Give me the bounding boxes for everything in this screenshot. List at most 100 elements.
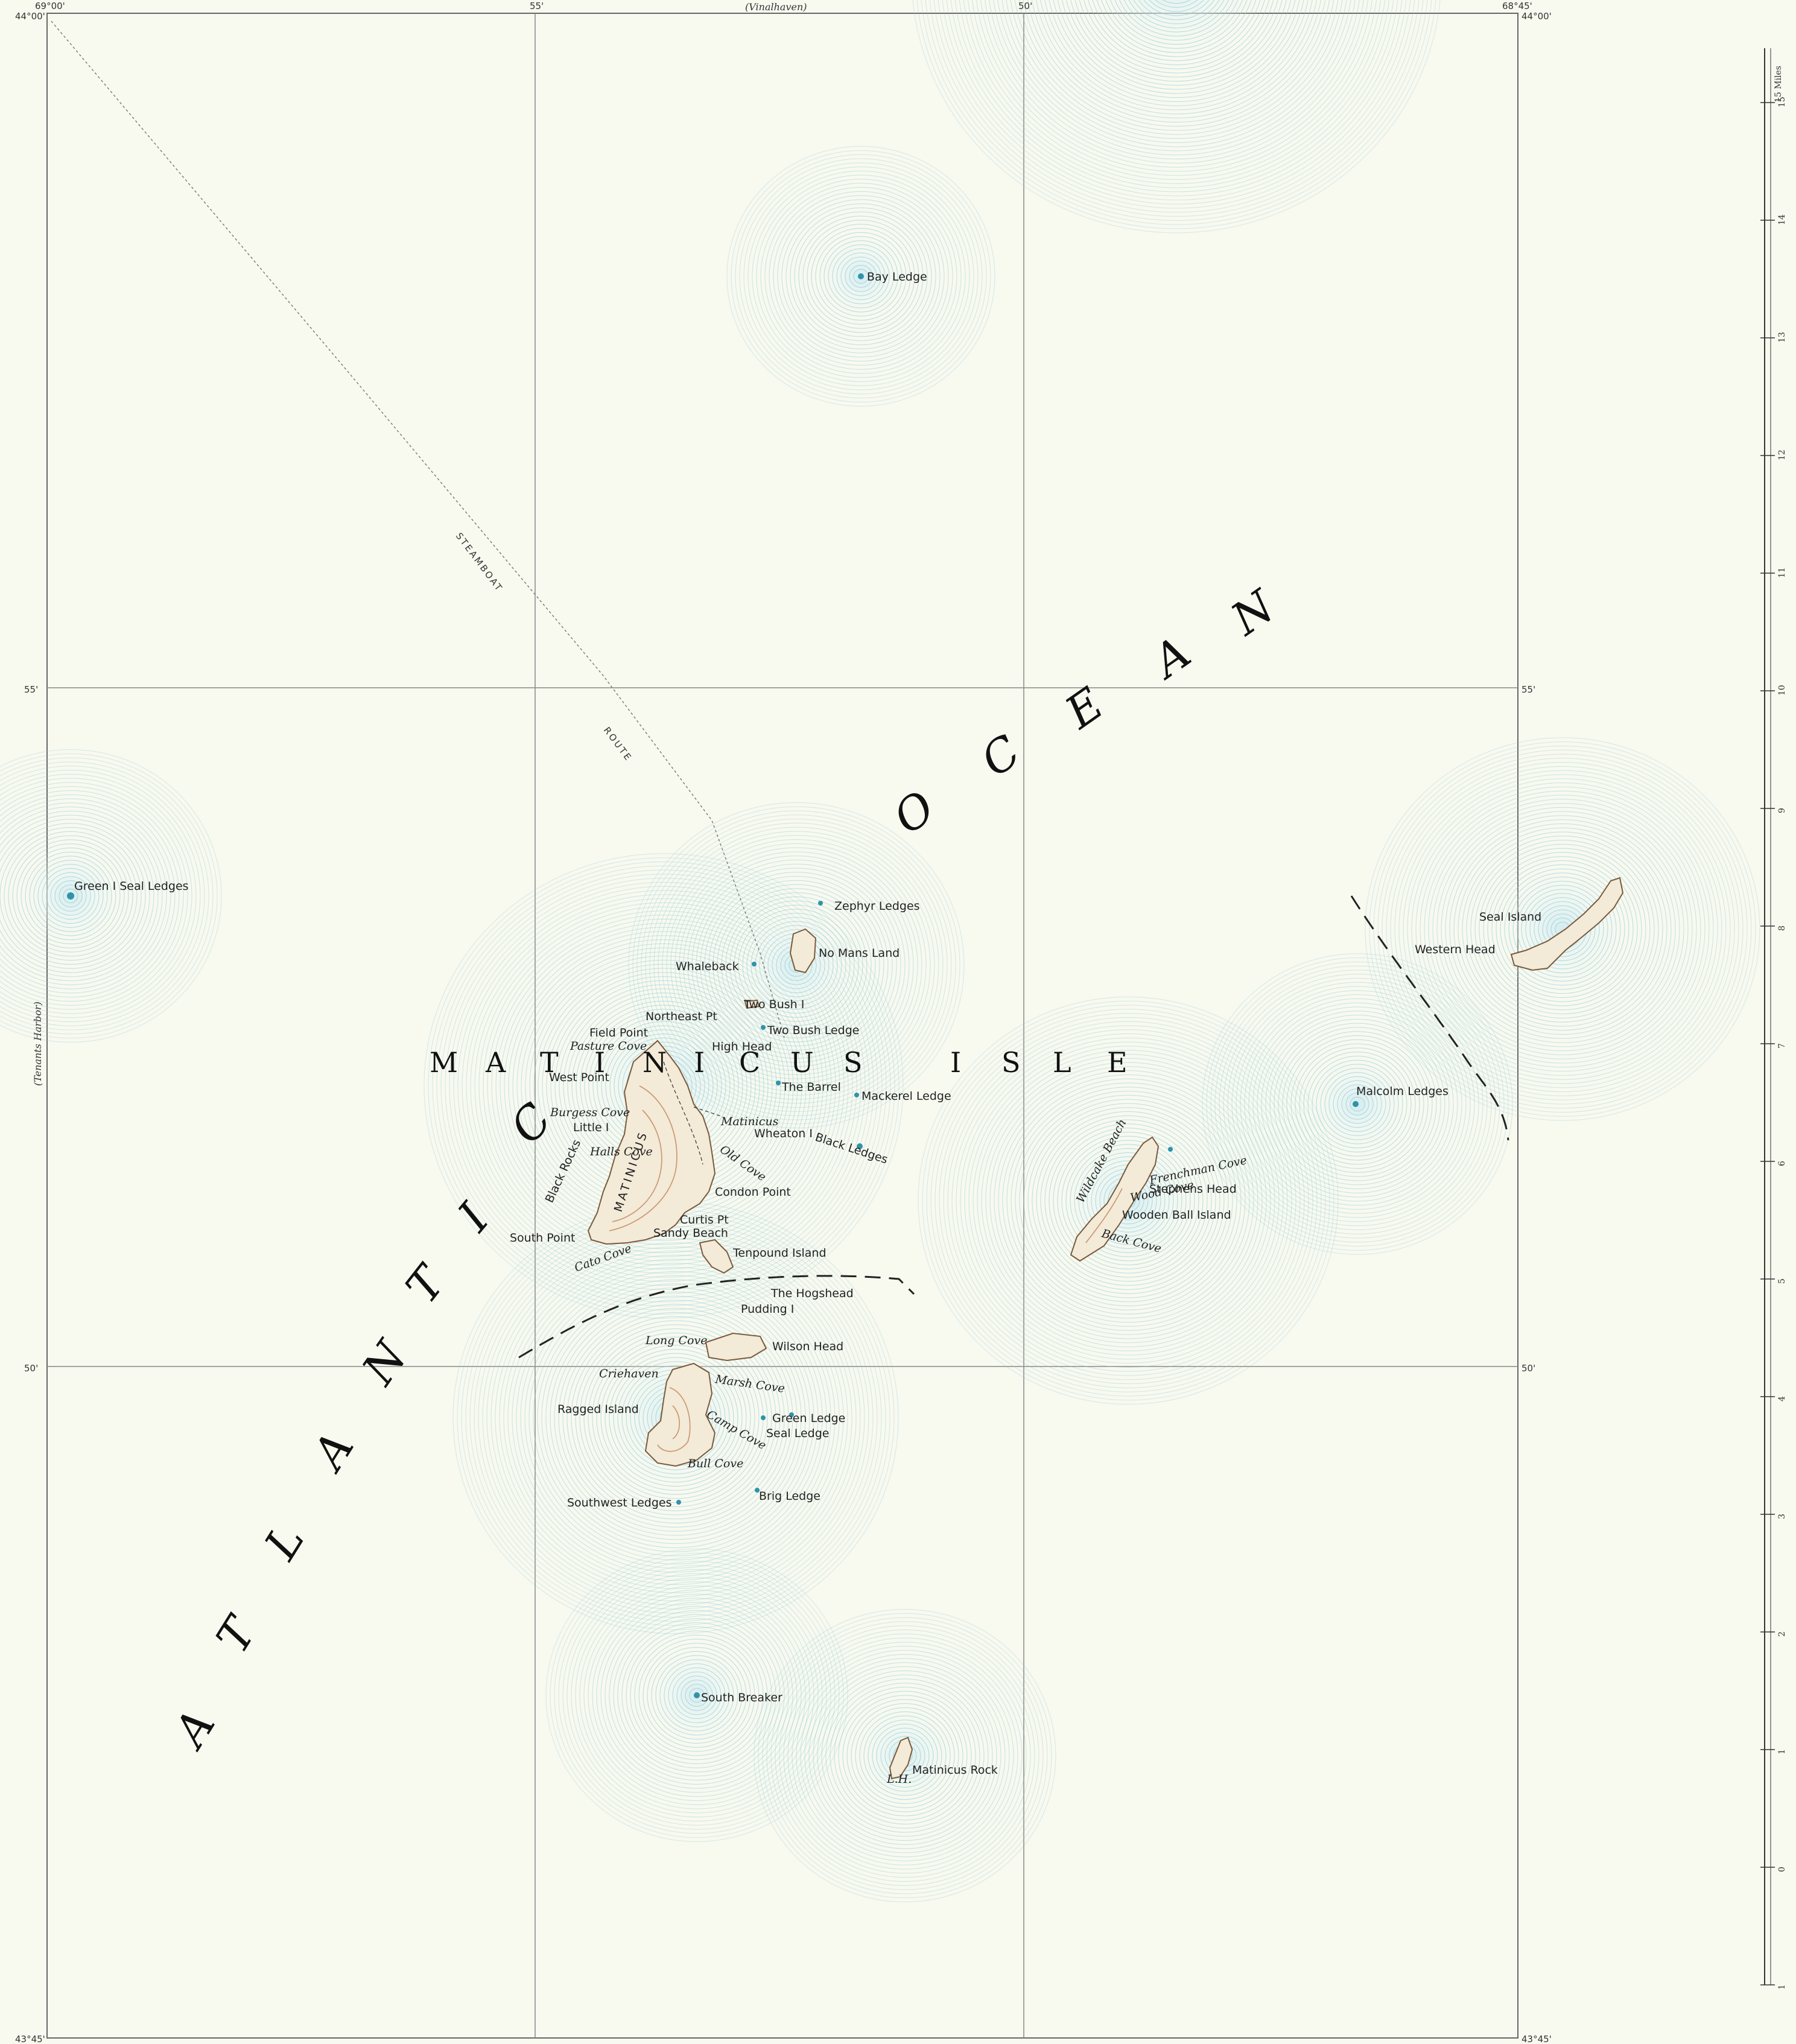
scale-tick-label: 14 bbox=[1777, 214, 1787, 225]
scale-tick-label: 9 bbox=[1777, 808, 1787, 813]
matinicus-island bbox=[587, 1039, 716, 1245]
ocean-letter: A bbox=[1141, 627, 1200, 690]
place-name: Whaleback bbox=[676, 960, 739, 973]
tenpound-island bbox=[699, 1239, 734, 1274]
left-neighbor-sheet: (Tenants Harbor) bbox=[32, 1001, 43, 1086]
place-name: Pudding I bbox=[741, 1303, 794, 1316]
ocean-letter: N bbox=[352, 1331, 418, 1395]
place-name: Two Bush Ledge bbox=[767, 1024, 859, 1037]
lighthouse-mark: L.H. bbox=[886, 1773, 912, 1786]
isle-letter: C bbox=[739, 1046, 761, 1079]
place-name: Field Point bbox=[589, 1026, 648, 1039]
top-tick-50: 50' bbox=[1018, 1, 1032, 11]
isle-letter: U bbox=[790, 1046, 815, 1079]
ocean-letter: C bbox=[972, 725, 1030, 787]
ocean-letter: O bbox=[884, 781, 944, 844]
place-name: Stephens Head bbox=[1149, 1182, 1237, 1196]
isle-letter: N bbox=[643, 1046, 668, 1079]
place-name: Wheaton I bbox=[754, 1127, 813, 1140]
scale-title: 15 Miles bbox=[1774, 66, 1783, 103]
top-tick-55: 55' bbox=[530, 1, 544, 11]
isle-letter: I bbox=[694, 1046, 706, 1079]
scale-tick-label: 4 bbox=[1777, 1396, 1787, 1401]
left-tick-55: 55' bbox=[24, 684, 38, 695]
place-name: Bay Ledge bbox=[867, 270, 927, 284]
water-name: Long Cove bbox=[645, 1334, 707, 1347]
isle-letter: E bbox=[1107, 1046, 1129, 1079]
place-name: Criehaven bbox=[599, 1367, 659, 1380]
place-name: Seal Ledge bbox=[766, 1427, 829, 1440]
water-name: Halls Cove bbox=[589, 1145, 653, 1158]
place-name: Ragged Island bbox=[557, 1403, 639, 1416]
scale-tick-label: 1 bbox=[1777, 1984, 1787, 1990]
isle-letter: A bbox=[485, 1046, 507, 1079]
place-name: Mackerel Ledge bbox=[862, 1090, 951, 1103]
land-elevation-contours bbox=[609, 1085, 1123, 1452]
place-name: No Mans Land bbox=[819, 947, 900, 960]
route-label-route: ROUTE bbox=[601, 725, 635, 764]
scale-tick-label: 7 bbox=[1777, 1043, 1787, 1049]
scale-tick-label: 8 bbox=[1777, 925, 1787, 931]
place-name: The Barrel bbox=[781, 1081, 841, 1094]
corner-lat-bottom-right: 43°45' bbox=[1522, 2034, 1552, 2044]
water-name: Bull Cove bbox=[687, 1457, 743, 1470]
seal-island bbox=[1510, 877, 1624, 971]
scale-tick-label: 2 bbox=[1777, 1631, 1787, 1637]
place-name: Green Ledge bbox=[772, 1412, 845, 1425]
bathymetric-contours bbox=[0, 0, 1760, 1902]
ocean-letter: T bbox=[206, 1607, 268, 1662]
place-name: Green I Seal Ledges bbox=[74, 880, 189, 893]
isle-letter: L bbox=[1053, 1046, 1073, 1079]
right-tick-50: 50' bbox=[1522, 1363, 1535, 1374]
boundary-lines bbox=[518, 895, 1509, 1359]
place-name: South Breaker bbox=[701, 1691, 782, 1704]
place-name: Condon Point bbox=[715, 1185, 791, 1199]
isle-letter: I bbox=[594, 1046, 606, 1079]
scale-tick-label: 12 bbox=[1777, 449, 1787, 460]
ocean-letter: L bbox=[254, 1516, 314, 1569]
scale-tick-label: 3 bbox=[1777, 1514, 1787, 1519]
place-name: Curtis Pt bbox=[680, 1213, 729, 1227]
ocean-letter: A bbox=[162, 1701, 225, 1759]
left-tick-50: 50' bbox=[24, 1363, 38, 1374]
right-tick-55: 55' bbox=[1522, 684, 1535, 695]
corner-lon-top-left: 69°00' bbox=[35, 1, 65, 11]
scale-tick-label: 1 bbox=[1777, 1749, 1787, 1754]
route-label-steamboat: STEAMBOAT bbox=[454, 531, 506, 594]
place-name: The Hogshead bbox=[770, 1287, 854, 1300]
scale-tick-label: 5 bbox=[1777, 1278, 1787, 1284]
place-name: Sandy Beach bbox=[653, 1227, 728, 1240]
place-name: High Head bbox=[712, 1040, 772, 1053]
place-name: Zephyr Ledges bbox=[834, 900, 920, 913]
isle-letter: M bbox=[430, 1046, 459, 1079]
place-name: Matinicus bbox=[720, 1115, 779, 1128]
scale-tick-label: 6 bbox=[1777, 1161, 1787, 1166]
place-name: Tenpound Island bbox=[732, 1246, 827, 1260]
map-frame bbox=[46, 13, 1518, 2039]
ragged-island bbox=[644, 1362, 716, 1467]
scale-tick-label: 10 bbox=[1777, 685, 1787, 696]
place-name: Wilson Head bbox=[772, 1340, 843, 1353]
place-name: Brig Ledge bbox=[759, 1490, 820, 1503]
water-name: Burgess Cove bbox=[550, 1106, 630, 1119]
ocean-letter: T bbox=[396, 1255, 457, 1313]
corner-lat-bottom-left: 43°45' bbox=[15, 2034, 45, 2044]
steamboat-route bbox=[51, 21, 785, 1038]
point-marks bbox=[67, 273, 1359, 1698]
place-name: Wooden Ball Island bbox=[1122, 1208, 1231, 1222]
place-name: South Point bbox=[510, 1231, 575, 1245]
place-name: Malcolm Ledges bbox=[1356, 1085, 1449, 1098]
place-name: Seal Island bbox=[1479, 910, 1541, 924]
place-name: Southwest Ledges bbox=[567, 1496, 672, 1509]
isle-letter: T bbox=[540, 1046, 560, 1079]
two-bush-island bbox=[744, 999, 760, 1009]
land-masses bbox=[587, 877, 1624, 1780]
place-name: Western Head bbox=[1415, 943, 1496, 956]
isle-label: M A T I N I C U S I S L E bbox=[430, 1046, 1129, 1079]
place-name: Northeast Pt bbox=[646, 1010, 717, 1023]
scale-tick-label: 13 bbox=[1777, 332, 1787, 343]
wooden-ball-island bbox=[1070, 1136, 1160, 1262]
top-neighbor-sheet: (Vinalhaven) bbox=[745, 1, 807, 13]
